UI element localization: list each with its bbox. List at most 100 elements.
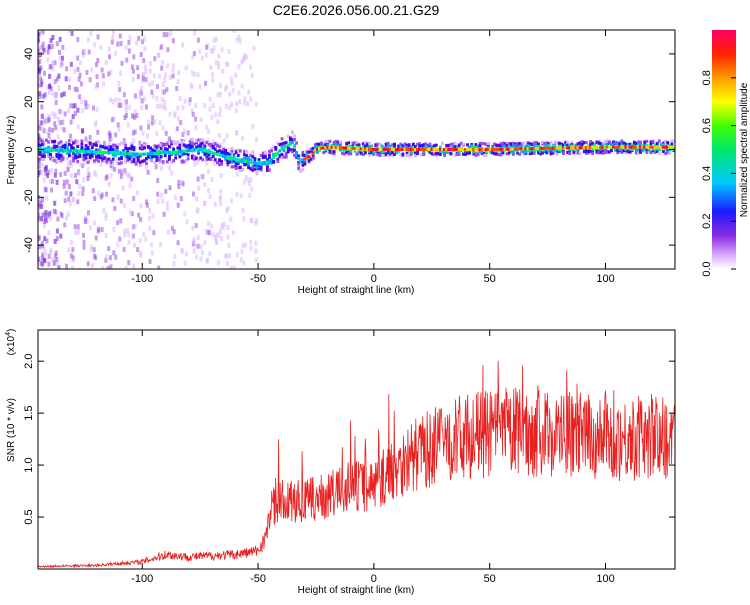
heatmap-cell [86, 175, 90, 181]
heatmap-cell [42, 70, 46, 76]
heatmap-cell [44, 148, 48, 152]
heatmap-cell [67, 154, 71, 158]
heatmap-cell [466, 149, 469, 153]
heatmap-cell [46, 213, 50, 219]
heatmap-cell [132, 148, 136, 152]
heatmap-marks [38, 30, 675, 269]
heatmap-cell [635, 141, 638, 146]
heatmap-cell [207, 157, 211, 161]
heatmap-cell [303, 153, 307, 158]
heatmap-cell [620, 140, 624, 144]
heatmap-cell [94, 235, 98, 241]
heatmap-cell [73, 68, 77, 74]
heatmap-cell [249, 239, 253, 245]
heatmap-cell [181, 42, 185, 48]
heatmap-cell [90, 154, 94, 158]
heatmap-cell [235, 191, 239, 197]
heatmap-cell [603, 147, 607, 151]
heatmap-cell [574, 143, 578, 147]
heatmap-cell [180, 153, 184, 157]
heatmap-cell [213, 201, 217, 207]
heatmap-cell [194, 125, 198, 131]
heatmap-cell [295, 154, 299, 158]
heatmap-cell [222, 149, 226, 153]
heatmap-cell [503, 147, 507, 151]
heatmap-cell [484, 149, 488, 153]
heatmap-cell [209, 150, 213, 154]
heatmap-cell [201, 141, 205, 145]
heatmap-cell [367, 147, 371, 151]
heatmap-cell [95, 107, 99, 113]
heatmap-cell [639, 149, 642, 153]
heatmap-cell [130, 176, 134, 182]
heatmap-cell [124, 45, 128, 51]
heatmap-cell [203, 102, 207, 108]
heatmap-cell [80, 139, 84, 143]
heatmap-cell [651, 147, 655, 151]
heatmap-cell [507, 145, 511, 149]
heatmap-cell [351, 141, 355, 145]
heatmap-cell [597, 141, 601, 145]
heatmap-cell [259, 166, 263, 170]
heatmap-cell [217, 232, 221, 238]
heatmap-cell [551, 146, 555, 150]
heatmap-cell [76, 199, 80, 205]
heatmap-cell [670, 142, 674, 146]
heatmap-cell [611, 145, 615, 149]
heatmap-cell [41, 212, 45, 218]
heatmap-cell [370, 147, 374, 151]
heatmap-cell [209, 148, 213, 154]
heatmap-cell [72, 197, 76, 203]
heatmap-cell [370, 146, 374, 150]
heatmap-cell [38, 169, 41, 175]
heatmap-cell [414, 144, 417, 149]
heatmap-cell [140, 85, 144, 91]
heatmap-cell [578, 146, 582, 150]
heatmap-cell [655, 147, 659, 151]
heatmap-cell [148, 259, 152, 265]
heatmap-cell [222, 147, 226, 151]
heatmap-cell [117, 80, 121, 86]
heatmap-cell [274, 153, 278, 157]
heatmap-cell [58, 108, 62, 114]
heatmap-cell [88, 134, 92, 140]
heatmap-cell [199, 148, 203, 152]
heatmap-cell [405, 145, 409, 149]
heatmap-cell [449, 143, 453, 147]
heatmap-cell [170, 170, 174, 176]
colorbar-tick-label: 0.2 [701, 214, 713, 229]
heatmap-cell [133, 109, 137, 115]
heatmap-cell [76, 37, 80, 43]
heatmap-cell [487, 141, 490, 146]
heatmap-cell [67, 84, 71, 90]
heatmap-cell [198, 48, 202, 54]
heatmap-cell [628, 145, 632, 149]
heatmap-cell [206, 229, 210, 235]
heatmap-cell [107, 181, 111, 187]
heatmap-cell [645, 148, 649, 152]
heatmap-cell [397, 149, 401, 153]
heatmap-cell [132, 196, 136, 202]
heatmap-cell [196, 207, 200, 213]
heatmap-cell [532, 144, 536, 148]
heatmap-cell [163, 147, 167, 151]
heatmap-cell [251, 164, 255, 169]
heatmap-cell [520, 147, 524, 151]
heatmap-cell [474, 146, 478, 150]
heatmap-cell [41, 252, 45, 258]
heatmap-cell [178, 143, 182, 147]
heatmap-cell [413, 148, 417, 151]
heatmap-cell [576, 146, 580, 150]
heatmap-cell [643, 145, 647, 149]
heatmap-cell [69, 191, 73, 197]
heatmap-cell [72, 141, 75, 145]
heatmap-cell [200, 250, 204, 256]
heatmap-cell [38, 145, 40, 149]
heatmap-cell [380, 148, 384, 151]
heatmap-cell [112, 250, 116, 256]
heatmap-cell [152, 230, 156, 236]
heatmap-cell [224, 151, 228, 155]
heatmap-cell [62, 127, 66, 133]
heatmap-cell [138, 94, 142, 100]
